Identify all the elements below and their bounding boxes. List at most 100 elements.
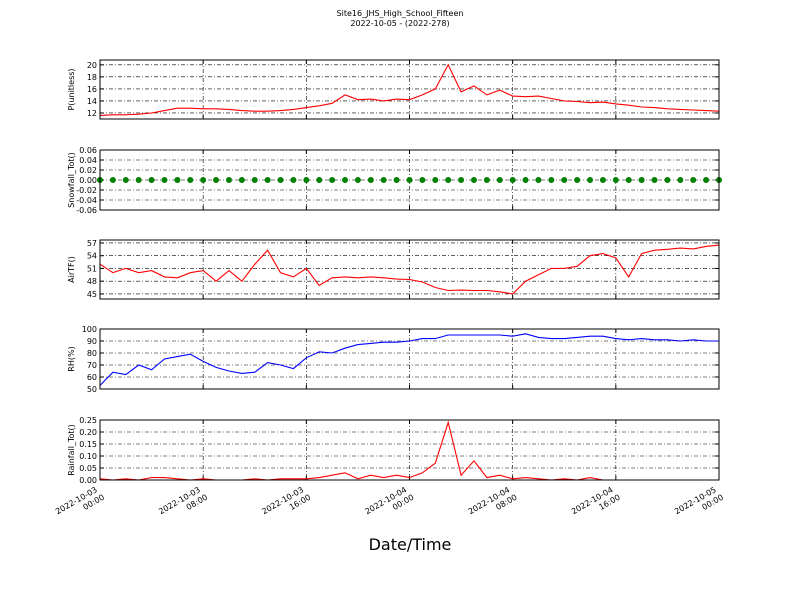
y-tick-label: 0.25 [79,416,97,425]
data-point [638,177,645,183]
y-tick-label: 60 [87,373,97,382]
data-point [187,177,194,183]
data-point [587,177,594,183]
y-tick-label: 50 [87,385,97,394]
y-tick-label: 51 [87,264,97,273]
data-point [329,177,336,183]
y-axis-label: Snowfall_Tot() [67,152,76,208]
data-line [99,63,720,116]
data-point [509,177,516,183]
data-point [109,177,116,183]
data-point [251,177,258,183]
chart-title: Site16_JHS_High_School_Fifteen [337,9,464,18]
data-point [135,177,142,183]
y-tick-label: 0.10 [79,452,97,461]
data-point [690,177,697,183]
y-tick-label: 48 [87,277,97,286]
y-tick-label: 0.02 [79,166,97,175]
data-point [522,177,529,183]
y-tick-label: 20 [87,61,97,70]
y-axis-label: P(unitless) [67,68,76,110]
y-tick-label: -0.02 [76,186,97,195]
x-tick-label: 2022-10-03 08:00 [157,484,209,525]
y-tick-label: -0.06 [76,206,97,215]
x-tick-label: 2022-10-05 00:00 [673,484,725,525]
data-point [200,177,207,183]
data-point [458,177,465,183]
data-point [238,177,245,183]
y-tick-label: 0.15 [79,440,97,449]
data-point [393,177,400,183]
x-tick-label: 2022-10-04 00:00 [364,484,416,525]
data-point [122,177,129,183]
y-tick-label: 16 [87,85,97,94]
y-tick-label: 12 [87,109,97,118]
data-point [367,177,374,183]
data-point [625,177,632,183]
data-point [316,177,323,183]
data-point [213,177,220,183]
data-point [677,177,684,183]
y-tick-label: 0.00 [79,476,97,485]
y-tick-label: -0.04 [76,196,97,205]
data-line [99,244,720,295]
data-point [664,177,671,183]
data-point [496,177,503,183]
data-point [651,177,658,183]
data-point [380,177,387,183]
data-point [432,177,439,183]
data-point [290,177,297,183]
y-tick-label: 54 [87,252,97,261]
x-axis-label: Date/Time [369,535,452,554]
data-point [470,177,477,183]
data-point [599,177,606,183]
chart-subtitle: 2022-10-05 - (2022-278) [350,19,449,28]
x-tick-label: 2022-10-04 16:00 [570,484,622,525]
plot-frame [99,59,720,120]
data-point [561,177,568,183]
data-point [161,177,168,183]
y-tick-label: 45 [87,290,97,299]
data-point [303,177,310,183]
data-point [703,177,710,183]
data-point [406,177,413,183]
y-tick-label: 90 [87,337,97,346]
data-point [548,177,555,183]
data-point [535,177,542,183]
y-tick-label: 100 [82,325,97,334]
x-tick-label: 2022-10-04 08:00 [467,484,519,525]
y-tick-label: 57 [87,239,97,248]
y-axis-label: Rainfall_Tot() [67,424,76,476]
x-tick-label: 2022-10-03 16:00 [260,484,312,525]
y-tick-label: 70 [87,361,97,370]
plot-frame [99,149,720,211]
data-point [342,177,349,183]
y-tick-label: 80 [87,349,97,358]
data-point [225,177,232,183]
y-axis-label: RH(%) [67,346,76,371]
y-tick-label: 0.00 [79,176,97,185]
data-line [99,333,719,386]
y-tick-label: 0.05 [79,464,97,473]
y-tick-label: 18 [87,73,97,82]
data-point [574,177,581,183]
y-tick-label: 0.04 [79,156,97,165]
data-point [354,177,361,183]
y-tick-label: 14 [87,97,97,106]
x-tick-label: 2022-10-03 00:00 [54,484,106,525]
data-point [419,177,426,183]
y-axis-label: AirTF() [67,256,76,283]
plot-frame [99,419,720,481]
data-point [174,177,181,183]
y-tick-label: 0.20 [79,428,97,437]
y-tick-label: 0.06 [79,146,97,155]
plot-frame [99,239,720,300]
data-point [612,177,619,183]
data-point [148,177,155,183]
data-point [264,177,271,183]
plot-frame [99,328,720,390]
data-point [483,177,490,183]
data-point [445,177,452,183]
data-point [277,177,284,183]
